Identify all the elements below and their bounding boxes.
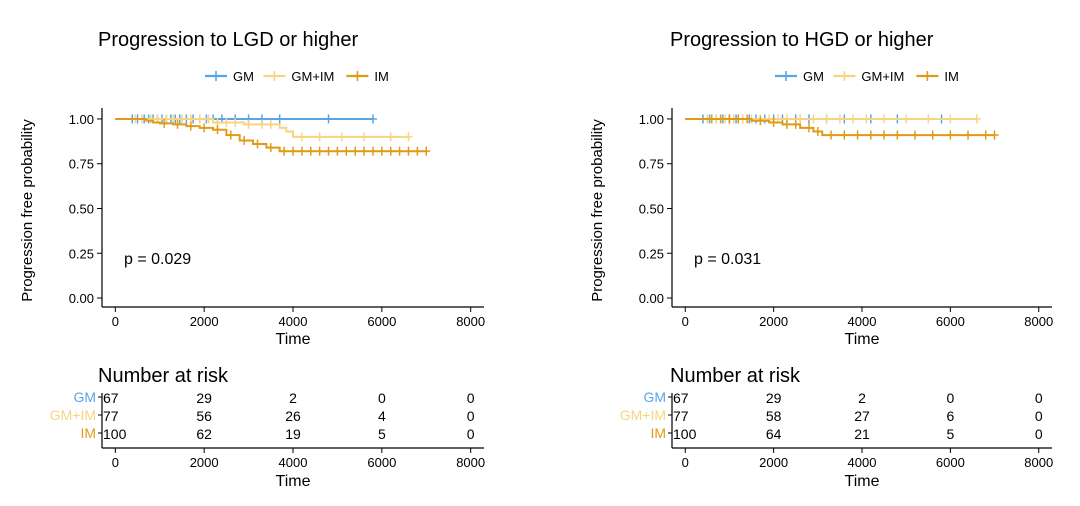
risk-count: 77 [673, 408, 689, 424]
risk-count: 6 [946, 408, 954, 424]
y-tick-label: 0.50 [69, 202, 94, 217]
x-tick-label: 8000 [456, 314, 485, 329]
risk-count: 19 [285, 426, 301, 442]
x-tick-label: 2000 [759, 314, 788, 329]
risk-count: 0 [946, 390, 954, 406]
risk-x-tick-label: 0 [112, 455, 119, 470]
x-axis-label: Time [276, 331, 311, 348]
x-tick-label: 4000 [279, 314, 308, 329]
risk-table-title: Number at risk [670, 365, 801, 387]
risk-x-tick-label: 2000 [190, 455, 219, 470]
risk-count: 29 [196, 390, 212, 406]
risk-x-tick-label: 6000 [936, 455, 965, 470]
y-tick-label: 1.00 [639, 112, 664, 127]
risk-x-axis-label: Time [276, 473, 311, 490]
risk-count: 67 [103, 390, 119, 406]
risk-x-tick-label: 8000 [456, 455, 485, 470]
legend-label: GM+IM [291, 69, 334, 84]
risk-count: 27 [854, 408, 870, 424]
risk-x-tick-label: 6000 [367, 455, 396, 470]
risk-x-tick-label: 8000 [1024, 455, 1053, 470]
risk-row-label: GM+IM [620, 407, 666, 423]
risk-row-label: GM+IM [50, 407, 96, 423]
risk-count: 4 [378, 408, 386, 424]
risk-count: 2 [289, 390, 297, 406]
y-tick-label: 0.00 [69, 291, 94, 306]
risk-row-label: GM [73, 389, 96, 405]
x-tick-label: 0 [682, 314, 689, 329]
y-tick-label: 0.25 [639, 246, 664, 261]
legend-label: IM [374, 69, 388, 84]
x-tick-label: 6000 [936, 314, 965, 329]
risk-count: 62 [196, 426, 212, 442]
legend-label: GM [803, 69, 824, 84]
x-tick-label: 4000 [848, 314, 877, 329]
risk-count: 0 [1035, 408, 1043, 424]
risk-count: 29 [766, 390, 782, 406]
km-curve-gm-im [115, 117, 409, 138]
risk-count: 0 [467, 390, 475, 406]
y-tick-label: 0.75 [639, 157, 664, 172]
y-tick-label: 0.50 [639, 202, 664, 217]
risk-count: 100 [673, 426, 697, 442]
risk-row-label: IM [650, 425, 666, 441]
risk-row-label: GM [643, 389, 666, 405]
x-tick-label: 6000 [367, 314, 396, 329]
risk-row-label: IM [80, 425, 96, 441]
y-tick-label: 0.00 [639, 291, 664, 306]
risk-x-tick-label: 4000 [848, 455, 877, 470]
x-tick-label: 2000 [190, 314, 219, 329]
risk-count: 0 [1035, 426, 1043, 442]
risk-count: 67 [673, 390, 689, 406]
p-value-text: p = 0.029 [124, 251, 191, 268]
p-value-text: p = 0.031 [694, 251, 761, 268]
y-axis-label: Progression free probability [19, 119, 36, 302]
risk-count: 26 [285, 408, 301, 424]
risk-table-title: Number at risk [98, 365, 229, 387]
risk-x-tick-label: 4000 [279, 455, 308, 470]
risk-count: 56 [196, 408, 212, 424]
risk-count: 0 [378, 390, 386, 406]
legend-label: GM [233, 69, 254, 84]
risk-count: 100 [103, 426, 127, 442]
risk-count: 2 [858, 390, 866, 406]
risk-count: 0 [1035, 390, 1043, 406]
x-tick-label: 0 [112, 314, 119, 329]
legend-label: GM+IM [861, 69, 904, 84]
x-tick-label: 8000 [1024, 314, 1053, 329]
chart-title: Progression to HGD or higher [670, 29, 934, 51]
legend-label: IM [944, 69, 958, 84]
y-tick-label: 0.25 [69, 246, 94, 261]
risk-count: 21 [854, 426, 870, 442]
risk-count: 5 [946, 426, 954, 442]
risk-x-tick-label: 0 [682, 455, 689, 470]
y-tick-label: 0.75 [69, 157, 94, 172]
risk-count: 58 [766, 408, 782, 424]
risk-count: 0 [467, 426, 475, 442]
risk-count: 0 [467, 408, 475, 424]
risk-count: 64 [766, 426, 782, 442]
chart-title: Progression to LGD or higher [98, 29, 358, 51]
y-tick-label: 1.00 [69, 112, 94, 127]
risk-count: 5 [378, 426, 386, 442]
x-axis-label: Time [845, 331, 880, 348]
y-axis-label: Progression free probability [589, 119, 606, 302]
risk-x-tick-label: 2000 [759, 455, 788, 470]
risk-count: 77 [103, 408, 119, 424]
risk-x-axis-label: Time [845, 473, 880, 490]
